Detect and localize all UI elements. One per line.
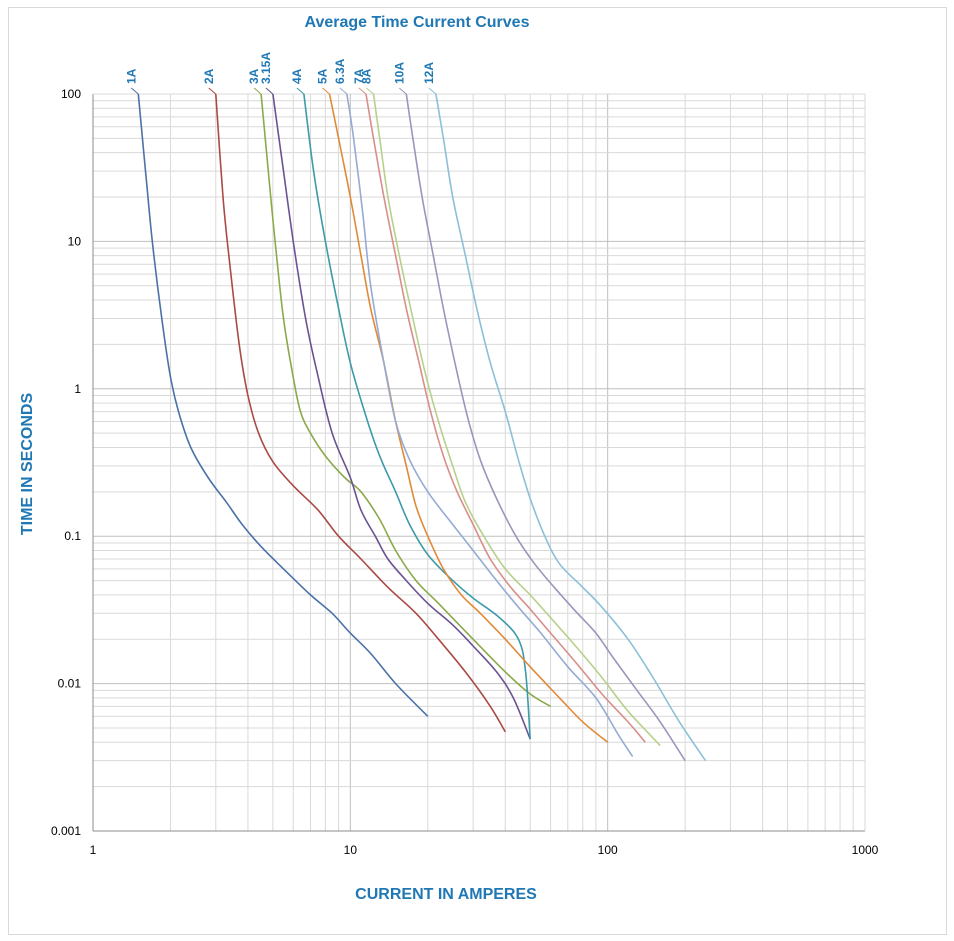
x-tick-label: 10: [344, 843, 358, 857]
series-label-3a: 3A: [247, 68, 261, 84]
x-tick-label: 1000: [852, 843, 879, 857]
x-tick-label: 100: [598, 843, 618, 857]
series-line-1a: [137, 93, 429, 717]
series-leader-8a: [366, 87, 374, 95]
series-leader-7a: [358, 87, 367, 95]
series-line-12a: [435, 93, 707, 762]
x-tick-labels: 1 10 100 1000: [90, 843, 879, 857]
series-leader-4a: [296, 87, 305, 95]
series-leader-1a: [130, 87, 139, 95]
y-tick-label: 0.01: [58, 677, 82, 691]
series-label-8a: 8A: [360, 68, 374, 84]
series-line-8a: [372, 93, 661, 747]
series-line-10a: [405, 93, 686, 762]
series-label-10a: 10A: [392, 62, 406, 84]
x-tick-label: 1: [90, 843, 97, 857]
series-leader-6-3a: [339, 87, 348, 95]
series-label-6-3a: 6.3A: [333, 58, 347, 84]
chart-title: Average Time Current Curves: [305, 14, 530, 31]
series-leader-10a: [398, 87, 407, 95]
y-tick-label: 100: [61, 87, 81, 101]
series-line-2a: [215, 93, 506, 733]
grid: [93, 94, 865, 831]
series-leader-5a: [322, 87, 330, 95]
y-tick-labels: 100 10 1 0.1 0.01 0.001: [51, 87, 81, 838]
series-line-6-3a: [346, 93, 634, 757]
y-tick-label: 1: [74, 382, 81, 396]
series-line-3-15a: [272, 93, 531, 740]
series-label-4a: 4A: [290, 68, 304, 84]
y-axis-label: TIME IN SECONDS: [19, 393, 36, 536]
series-line-5a: [328, 93, 609, 743]
series-line-4a: [303, 93, 531, 740]
x-axis-label: CURRENT IN AMPERES: [355, 886, 537, 903]
series-label-2a: 2A: [202, 68, 216, 84]
series-label-7a: 7A: [352, 68, 366, 84]
y-tick-label: 0.001: [51, 824, 81, 838]
series-leader-2a: [208, 87, 217, 95]
y-tick-label: 0.1: [64, 529, 81, 543]
series-label-5a: 5A: [316, 68, 330, 84]
series-label-3-15a: 3.15A: [259, 52, 273, 84]
series-layer: [137, 93, 707, 762]
series-leader-12a: [428, 87, 437, 95]
series-leader-3-15a: [265, 87, 274, 95]
plot-border: [92, 93, 866, 832]
series-line-7a: [365, 93, 646, 743]
series-leader-3a: [253, 87, 262, 95]
y-tick-label: 10: [68, 234, 82, 248]
series-line-3a: [260, 93, 552, 708]
chart-frame: [8, 7, 947, 935]
series-label-12a: 12A: [422, 62, 436, 84]
series-label-1a: 1A: [124, 68, 138, 84]
